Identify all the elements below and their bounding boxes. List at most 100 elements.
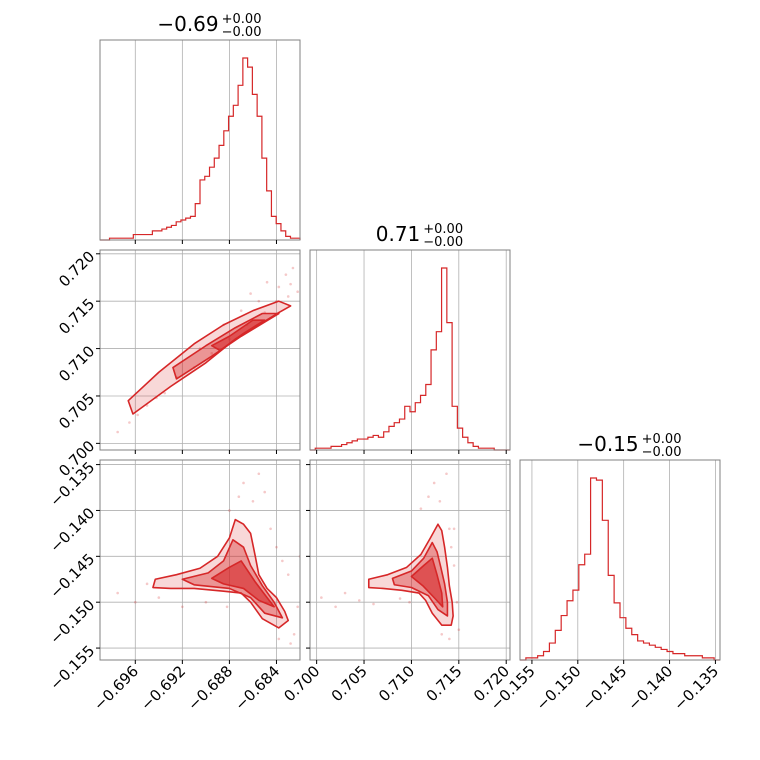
- scatter-point-2-11: [449, 545, 453, 549]
- scatter-point-2-4: [372, 602, 375, 606]
- histogram-frame-2: [519, 459, 721, 661]
- scatter-point-2-8: [438, 499, 442, 503]
- y-tick-label-2-3: −0.140: [46, 504, 98, 556]
- x-tick-label-0-3: −0.684: [231, 662, 283, 714]
- scatter-point-1-17: [289, 642, 292, 645]
- param-title-2: −0.15: [577, 432, 638, 456]
- contour-line-0-2: [210, 319, 266, 352]
- scatter-point-2-3: [357, 599, 361, 602]
- scatter-point-2-12: [452, 564, 456, 567]
- scatter-point-1-20: [225, 605, 229, 609]
- y-tick-label-1-1: 0.705: [55, 390, 98, 433]
- param-title-1: 0.71: [376, 222, 421, 246]
- panel-frame-2: [309, 459, 511, 661]
- scatter-point-1-1: [133, 600, 137, 604]
- scatter-point-0-13: [286, 295, 290, 298]
- scatter-point-1-2: [145, 582, 149, 586]
- scatter-point-1-0: [116, 591, 119, 595]
- x-tick-label-1-0: 0.700: [280, 662, 323, 705]
- scatter-point-1-3: [157, 596, 161, 599]
- scatter-point-2-9: [445, 472, 448, 476]
- scatter-point-0-8: [210, 352, 214, 355]
- scatter-point-2-7: [432, 481, 436, 485]
- scatter-point-1-11: [269, 527, 272, 531]
- y-tick-label-2-0: −0.155: [46, 642, 98, 694]
- x-tick-label-1-3: 0.715: [423, 662, 466, 705]
- contour-line-0-0: [127, 300, 292, 415]
- scatter-point-0-5: [163, 391, 167, 395]
- scatter-point-0-0: [116, 430, 119, 434]
- scatter-point-2-13: [455, 600, 459, 604]
- scatter-point-0-2: [136, 413, 139, 417]
- scatter-point-2-16: [440, 633, 444, 636]
- scatter-point-1-16: [296, 605, 299, 609]
- scatter-point-0-18: [277, 285, 281, 289]
- x-tick-label-0-2: −0.688: [184, 662, 236, 714]
- scatter-group-1: [116, 472, 300, 645]
- scatter-point-2-18: [408, 600, 411, 604]
- contour-line-2-1: [391, 541, 449, 617]
- contour-fill-group-2: [368, 524, 454, 626]
- mark-layer: [100, 57, 720, 661]
- x-tick-label-1-1: 0.705: [328, 662, 371, 705]
- contour-line-1-2: [210, 560, 275, 608]
- scatter-point-0-20: [239, 309, 243, 312]
- param-err-plus-2: +0.00: [642, 432, 682, 447]
- scatter-point-0-21: [265, 280, 269, 284]
- param-err-minus-1: −0.00: [423, 235, 463, 250]
- contour-line-2-0: [367, 523, 454, 626]
- x-tick-label-2-1: −0.150: [533, 662, 585, 714]
- param-title-0: −0.69: [157, 12, 218, 36]
- scatter-point-2-6: [427, 495, 430, 499]
- param-err-minus-2: −0.00: [642, 445, 682, 460]
- scatter-point-2-1: [334, 605, 337, 609]
- scatter-group-2: [320, 472, 461, 641]
- x-tick-label-0-1: −0.692: [137, 662, 189, 714]
- scatter-point-2-10: [448, 527, 451, 531]
- scatter-point-0-16: [284, 273, 288, 276]
- label-layer: −0.69 +0.00−0.000.71 +0.00−0.00−0.15 +0.00−…: [46, 12, 722, 714]
- scatter-point-1-21: [204, 600, 208, 604]
- scatter-point-1-10: [263, 490, 267, 494]
- contour-line-group-2: [367, 523, 454, 626]
- y-tick-label-1-2: 0.710: [55, 342, 98, 385]
- scatter-point-1-13: [281, 559, 284, 563]
- scatter-point-1-7: [242, 481, 245, 485]
- histogram-frame-0: [99, 39, 301, 241]
- scatter-point-2-0: [320, 596, 323, 599]
- scatter-point-2-19: [398, 597, 402, 600]
- scatter-point-0-14: [296, 290, 299, 294]
- scatter-point-1-6: [237, 495, 241, 499]
- panel-frame-0: [99, 249, 301, 451]
- y-tick-label-1-3: 0.715: [55, 295, 98, 338]
- contour-line-1-0: [152, 518, 290, 629]
- histogram-series-0: [100, 57, 301, 241]
- scatter-point-2-2: [343, 591, 347, 595]
- scatter-point-0-19: [257, 299, 261, 303]
- y-tick-label-1-4: 0.720: [55, 247, 98, 290]
- scatter-point-1-18: [277, 637, 281, 641]
- scatter-point-1-15: [292, 633, 296, 636]
- scatter-point-2-17: [452, 527, 456, 531]
- x-tick-label-0-0: −0.696: [90, 662, 142, 714]
- scatter-point-1-9: [257, 472, 261, 476]
- contour-line-group-0: [127, 300, 292, 415]
- scatter-point-0-15: [289, 282, 292, 286]
- contour-line-group-1: [152, 518, 290, 629]
- contour-line-2-2: [410, 557, 444, 608]
- panel-frame-1: [99, 459, 301, 661]
- contour-fill-1-2: [211, 560, 275, 607]
- param-err-plus-0: +0.00: [222, 12, 262, 27]
- x-tick-label-2-3: −0.140: [624, 662, 676, 714]
- y-tick-label-2-1: −0.150: [46, 596, 98, 648]
- scatter-point-0-22: [249, 292, 252, 295]
- scatter-point-2-15: [448, 637, 451, 641]
- histogram-series-1: [310, 267, 510, 451]
- scatter-point-0-9: [228, 337, 231, 341]
- param-err-minus-0: −0.00: [222, 25, 262, 40]
- x-tick-label-2-4: −0.135: [670, 662, 722, 714]
- scatter-point-2-14: [457, 628, 461, 632]
- scatter-point-1-4: [181, 605, 184, 609]
- frame-layer: [96, 39, 721, 664]
